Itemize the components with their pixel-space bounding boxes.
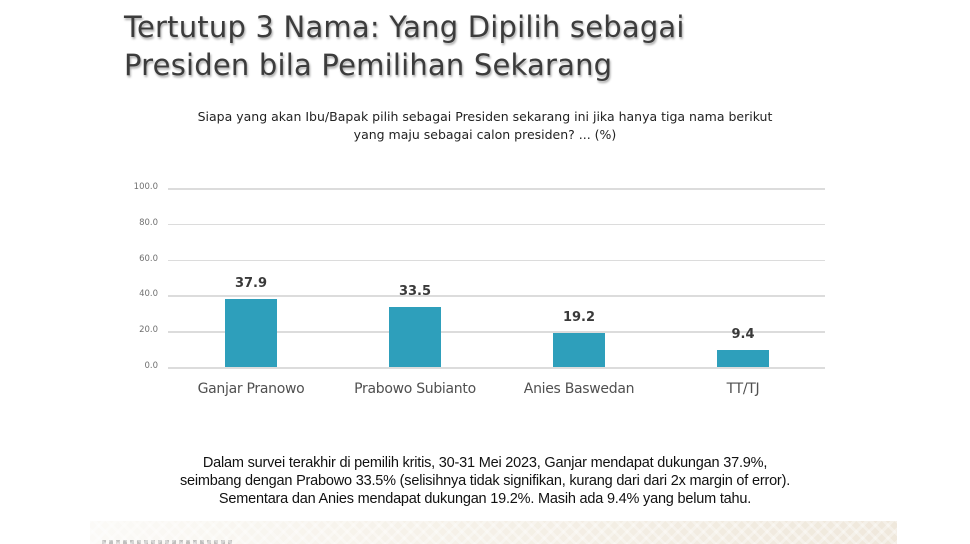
- y-axis-tick-label: 40.0: [139, 289, 158, 300]
- decorative-footer-banner: [90, 521, 897, 544]
- survey-question-line-1: Siapa yang akan Ibu/Bapak pilih sebagai …: [197, 109, 773, 124]
- bar-value-label: 37.9: [234, 276, 268, 292]
- bar: [553, 332, 605, 367]
- survey-question-line-2: yang maju sebagai calon presiden? ... (%…: [353, 127, 617, 142]
- y-axis-tick-label: 0.0: [144, 361, 158, 371]
- gridline: [168, 188, 825, 190]
- slide-title-line-1: Tertutup 3 Nama: Yang Dipilih sebagai: [124, 10, 685, 44]
- caption-line-3: Sementara dan Anies mendapat dukungan 19…: [218, 491, 752, 507]
- y-axis-tick-label: 60.0: [139, 253, 158, 264]
- bar-chart: 0.0 20.0 40.0 60.0 80.0 100.0 37.9 Ganjar Prano…: [133, 182, 825, 397]
- bar: [717, 350, 769, 367]
- bar-value-label: 19.2: [562, 309, 596, 325]
- y-axis-tick-label: 20.0: [139, 325, 158, 336]
- survey-question: Siapa yang akan Ibu/Bapak pilih sebagai …: [120, 108, 850, 144]
- slide-title: Tertutup 3 Nama: Yang Dipilih sebagai Pr…: [124, 8, 685, 84]
- bar-value-label: 9.4: [731, 327, 755, 343]
- y-axis-tick-label: 100.0: [133, 182, 158, 192]
- gridline: [168, 223, 825, 226]
- chart-caption: Dalam survei terakhir di pemilih kritis,…: [140, 454, 830, 508]
- gridline: [168, 331, 825, 333]
- gridline: [168, 295, 825, 297]
- x-axis-category-label: Prabowo Subianto: [354, 381, 476, 397]
- x-axis-category-label: TT/TJ: [726, 381, 760, 397]
- caption-line-2: seimbang dengan Prabowo 33.5% (selisihny…: [179, 473, 791, 489]
- y-axis-tick-label: 80.0: [139, 217, 158, 228]
- x-axis-category-label: Ganjar Pranowo: [197, 381, 305, 397]
- x-axis-category-label: Anies Baswedan: [523, 381, 635, 397]
- bar: [225, 299, 277, 367]
- slide-title-line-2: Presiden bila Pemilihan Sekarang: [124, 48, 613, 82]
- footer-blurred-text: [102, 540, 232, 544]
- gridline: [168, 367, 825, 369]
- caption-line-1: Dalam survei terakhir di pemilih kritis,…: [202, 455, 768, 471]
- bar-value-label: 33.5: [398, 284, 432, 300]
- gridline: [168, 259, 825, 262]
- bar: [389, 307, 441, 367]
